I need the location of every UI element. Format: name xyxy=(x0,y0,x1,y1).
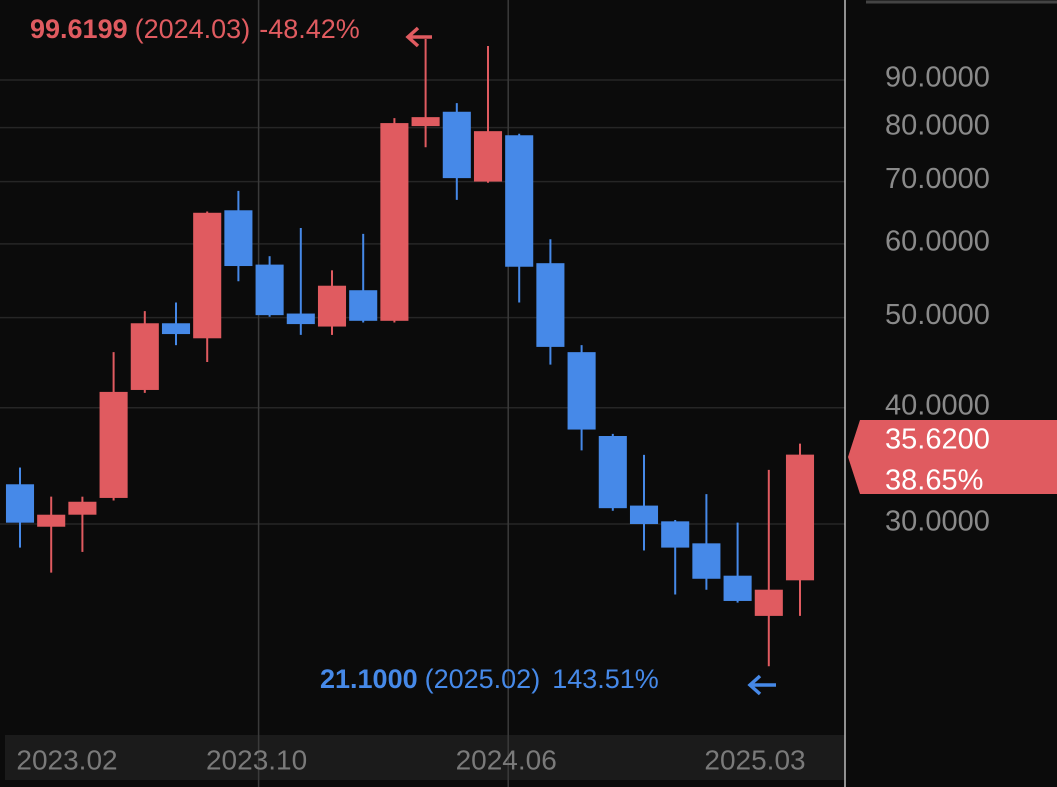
y-tick-label: 50.0000 xyxy=(885,299,990,331)
x-tick-label: 2023.10 xyxy=(206,744,307,775)
candle-body xyxy=(255,264,284,316)
low-annotation: 21.1000 (2025.02) 143.51% xyxy=(320,664,659,694)
candle-body xyxy=(661,521,690,548)
high-change: -48.42% xyxy=(259,14,360,44)
candle-body xyxy=(161,323,191,335)
candle-body xyxy=(754,589,783,616)
y-tick-label: 30.0000 xyxy=(885,506,990,538)
y-tick-label: 40.0000 xyxy=(885,389,990,421)
candle-body xyxy=(598,435,627,509)
x-axis-band xyxy=(5,735,845,780)
candle-body xyxy=(224,210,253,267)
candle-body xyxy=(723,575,752,601)
candle-body xyxy=(473,131,503,182)
low-arrow xyxy=(747,674,776,696)
candle-body xyxy=(99,391,128,498)
y-tick-label: 70.0000 xyxy=(885,163,990,195)
y-tick-label: 80.0000 xyxy=(885,109,990,141)
x-tick-label: 2025.03 xyxy=(704,744,805,775)
candle-body xyxy=(536,263,565,347)
high-date: (2024.03) xyxy=(135,14,251,44)
grid xyxy=(0,0,845,787)
candle-body xyxy=(505,135,534,267)
high-annotation: 99.6199 (2024.03) -48.42% xyxy=(30,14,360,44)
candle-body xyxy=(411,117,440,127)
candle-body xyxy=(37,514,66,527)
candle-body xyxy=(317,285,347,327)
candle-body xyxy=(785,454,815,581)
low-change: 143.51% xyxy=(552,664,659,694)
last-price: 35.6200 xyxy=(885,424,990,456)
candle-body xyxy=(567,352,596,430)
high-price: 99.6199 xyxy=(30,14,128,44)
candle-body xyxy=(442,111,471,179)
y-tick-label: 60.0000 xyxy=(885,226,990,258)
low-date: (2025.02) xyxy=(425,664,541,694)
candle-body xyxy=(286,313,315,325)
candle-body xyxy=(193,212,222,339)
low-price: 21.1000 xyxy=(320,664,418,694)
high-arrow xyxy=(405,26,432,48)
x-tick-label: 2024.06 xyxy=(456,744,557,775)
candle-body xyxy=(130,323,159,390)
candle-body xyxy=(380,123,409,321)
candle-body xyxy=(68,501,97,515)
candle-body xyxy=(5,484,35,523)
candle-body xyxy=(692,543,721,579)
x-tick-label: 2023.02 xyxy=(16,744,117,775)
y-tick-label: 90.0000 xyxy=(885,62,990,94)
candles xyxy=(5,38,815,667)
last-price-tag xyxy=(848,420,1057,494)
last-change: 38.65% xyxy=(885,465,983,497)
candle-body xyxy=(629,505,659,525)
candle-body xyxy=(349,290,378,321)
